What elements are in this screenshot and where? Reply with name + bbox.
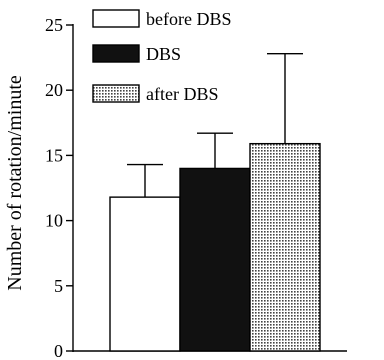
legend-swatch (92, 84, 140, 103)
legend-label: DBS (146, 44, 181, 64)
y-tick-label: 5 (54, 276, 63, 296)
legend-label: after DBS (146, 84, 218, 104)
bars (109, 142, 321, 352)
bar (249, 142, 321, 352)
y-tick-label: 15 (45, 145, 63, 165)
y-axis-label: Number of rotation/minute (4, 75, 26, 291)
legend-label: before DBS (146, 9, 231, 29)
legend-swatch (92, 44, 140, 63)
y-tick-label: 0 (54, 341, 63, 360)
bar (179, 167, 251, 352)
legend-swatch (92, 9, 140, 28)
y-tick-label: 10 (45, 211, 63, 231)
bar (109, 196, 181, 352)
legend: before DBS DBS after DBS (92, 9, 231, 104)
y-tick-label: 20 (45, 80, 63, 100)
y-tick-label: 25 (45, 15, 63, 35)
error-bars (127, 52, 303, 198)
